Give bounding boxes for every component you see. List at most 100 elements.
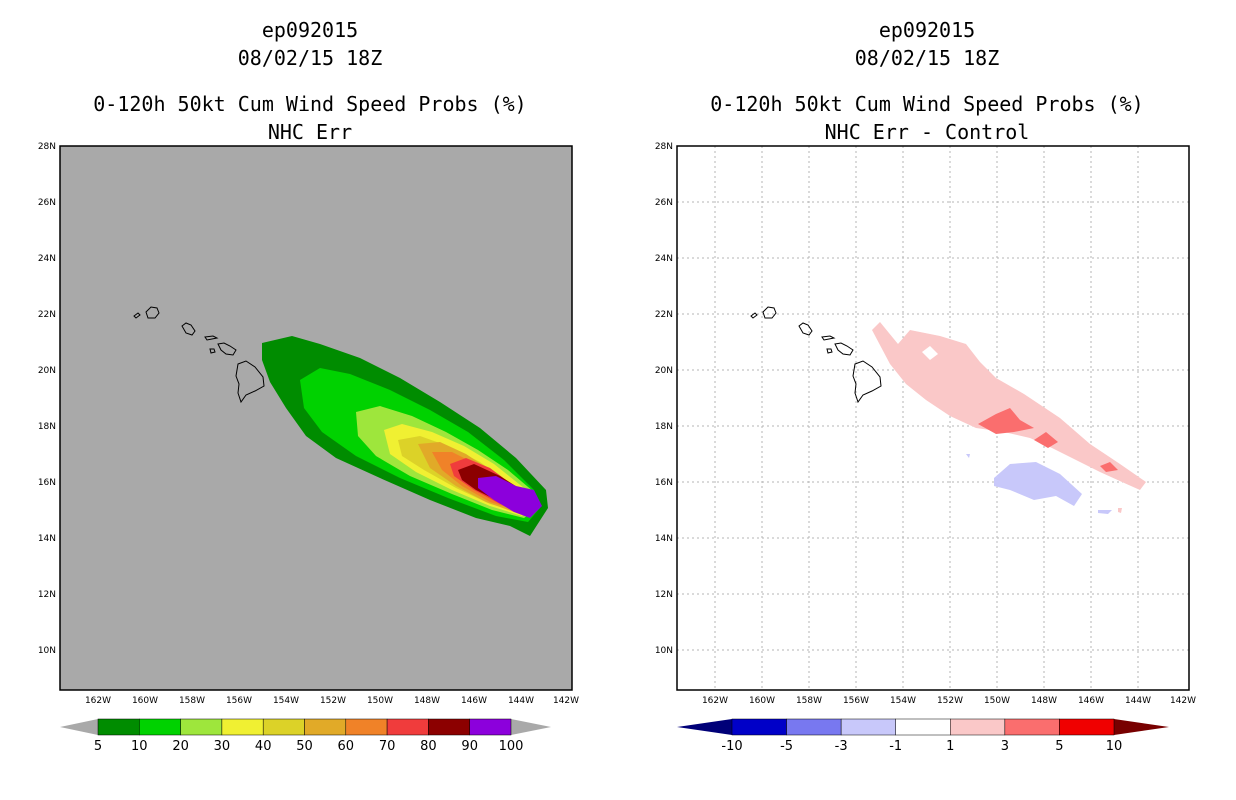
colorbar-label: 100 <box>499 739 524 754</box>
right-difference-contours <box>872 322 1146 514</box>
left-lon-labels: 162W 160W 158W 156W 154W 152W 150W 148W … <box>85 696 579 706</box>
lon-label: 144W <box>1125 696 1151 706</box>
lon-label: 156W <box>226 696 252 706</box>
colorbar-end-right <box>1114 719 1169 735</box>
lat-label: 14N <box>655 534 673 544</box>
colorbar-end-left <box>677 719 732 735</box>
lon-label: 162W <box>85 696 111 706</box>
lon-label: 152W <box>937 696 963 706</box>
left-subtitle: NHC Err <box>267 120 353 144</box>
colorbar-swatch <box>1059 718 1115 736</box>
lon-label: 146W <box>1078 696 1104 706</box>
lat-label: 14N <box>38 534 56 544</box>
colorbar-label: 60 <box>338 739 355 754</box>
lat-label: 22N <box>655 310 673 320</box>
lon-label: 158W <box>179 696 205 706</box>
colorbar-end-left <box>60 719 98 735</box>
lat-label: 20N <box>655 366 673 376</box>
lat-label: 28N <box>655 142 673 152</box>
lon-label: 150W <box>984 696 1010 706</box>
lon-label: 160W <box>132 696 158 706</box>
right-lat-labels: 28N 26N 24N 22N 20N 18N 16N 14N 12N 10N <box>655 142 673 656</box>
colorbar-swatch <box>386 718 429 736</box>
lon-label: 154W <box>273 696 299 706</box>
colorbar-label: -1 <box>889 739 902 754</box>
colorbar-swatch <box>950 718 1006 736</box>
right-grid <box>677 146 1189 690</box>
lat-label: 22N <box>38 310 56 320</box>
lat-label: 20N <box>38 366 56 376</box>
lon-label: 148W <box>414 696 440 706</box>
colorbar-label: 80 <box>420 739 437 754</box>
colorbar-label: 10 <box>131 739 148 754</box>
lat-label: 12N <box>38 590 56 600</box>
colorbar-swatch <box>139 718 181 736</box>
right-map-background <box>677 146 1189 690</box>
colorbar-swatch <box>840 718 896 736</box>
lon-label: 148W <box>1031 696 1057 706</box>
right-datetime: 08/02/15 18Z <box>854 46 1000 70</box>
colorbar-swatch <box>428 718 470 736</box>
left-storm-id: ep092015 <box>261 18 359 42</box>
left-colorbar: 5 10 20 30 40 50 60 70 80 90 100 <box>60 718 551 754</box>
lat-label: 26N <box>38 198 56 208</box>
lat-label: 18N <box>38 422 56 432</box>
lon-label: 142W <box>1170 696 1196 706</box>
colorbar-swatch <box>345 718 388 736</box>
colorbar-label: 70 <box>379 739 396 754</box>
lon-label: 154W <box>890 696 916 706</box>
colorbar-label: 50 <box>296 739 313 754</box>
lon-label: 150W <box>367 696 393 706</box>
colorbar-swatch <box>304 718 347 736</box>
left-probability-contours <box>262 336 548 536</box>
lon-label: 158W <box>796 696 822 706</box>
left-map: 28N 26N 24N 22N 20N 18N 16N 14N 12N 10N … <box>38 142 579 706</box>
right-subtitle: NHC Err - Control <box>824 120 1030 144</box>
colorbar-label: -3 <box>835 739 848 754</box>
colorbar-end-right <box>511 719 551 735</box>
colorbar-label: 10 <box>1106 739 1123 754</box>
colorbar-swatch <box>262 718 305 736</box>
colorbar-label: 40 <box>255 739 272 754</box>
left-datetime: 08/02/15 18Z <box>237 46 383 70</box>
colorbar-swatch <box>97 718 140 736</box>
lat-label: 10N <box>38 646 56 656</box>
lon-label: 142W <box>553 696 579 706</box>
lat-label: 18N <box>655 422 673 432</box>
lat-label: 24N <box>655 254 673 264</box>
left-lat-labels: 28N 26N 24N 22N 20N 18N 16N 14N 12N 10N <box>38 142 56 656</box>
colorbar-label: 3 <box>1001 739 1009 754</box>
lat-label: 12N <box>655 590 673 600</box>
lat-label: 24N <box>38 254 56 264</box>
lon-label: 160W <box>749 696 775 706</box>
right-storm-id: ep092015 <box>878 18 976 42</box>
colorbar-swatch <box>469 718 512 736</box>
right-map: 28N 26N 24N 22N 20N 18N 16N 14N 12N 10N … <box>655 142 1196 706</box>
lon-label: 162W <box>702 696 728 706</box>
left-product-title: 0-120h 50kt Cum Wind Speed Probs (%) <box>93 92 527 116</box>
colorbar-swatch <box>895 718 951 736</box>
colorbar-label: 5 <box>1055 739 1063 754</box>
colorbar-swatch <box>786 718 842 736</box>
lat-label: 16N <box>38 478 56 488</box>
colorbar-swatch <box>221 718 264 736</box>
colorbar-swatch <box>1004 718 1060 736</box>
colorbar-swatch <box>180 718 223 736</box>
colorbar-label: 1 <box>946 739 954 754</box>
colorbar-label: 90 <box>461 739 478 754</box>
right-lon-labels: 162W 160W 158W 156W 154W 152W 150W 148W … <box>702 696 1196 706</box>
lat-label: 28N <box>38 142 56 152</box>
colorbar-label: 30 <box>214 739 231 754</box>
colorbar-swatch <box>731 718 787 736</box>
colorbar-label: -10 <box>721 739 742 754</box>
lat-label: 26N <box>655 198 673 208</box>
lon-label: 146W <box>461 696 487 706</box>
lat-label: 16N <box>655 478 673 488</box>
colorbar-label: 5 <box>94 739 102 754</box>
lat-label: 10N <box>655 646 673 656</box>
lon-label: 144W <box>508 696 534 706</box>
colorbar-label: 20 <box>172 739 189 754</box>
lon-label: 156W <box>843 696 869 706</box>
right-product-title: 0-120h 50kt Cum Wind Speed Probs (%) <box>710 92 1144 116</box>
colorbar-label: -5 <box>780 739 793 754</box>
